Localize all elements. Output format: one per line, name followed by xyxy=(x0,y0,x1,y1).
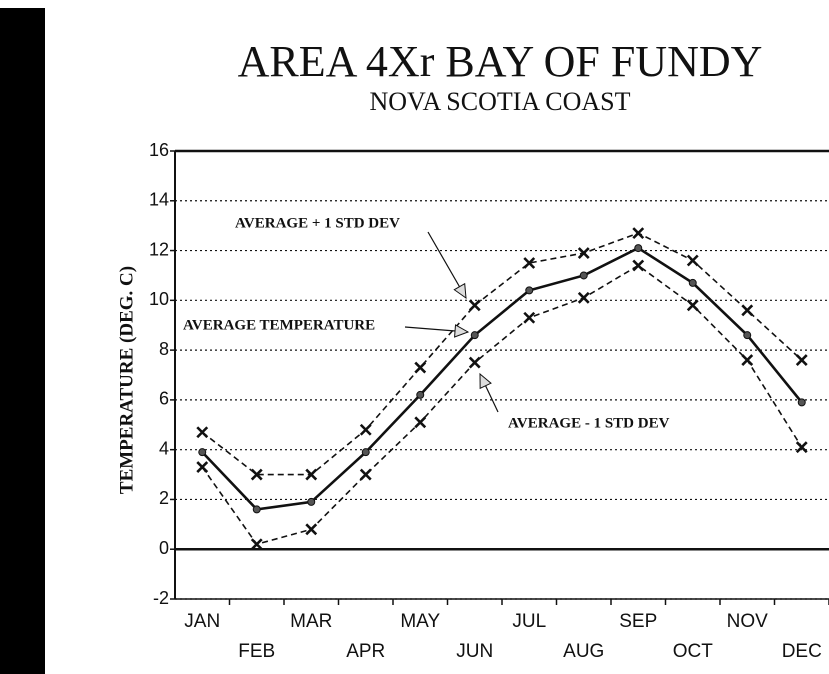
y-tick-label: 14 xyxy=(149,190,169,210)
x-marker xyxy=(577,291,590,304)
x-tick-label: AUG xyxy=(563,641,604,662)
chart-subtitle: NOVA SCOTIA COAST xyxy=(369,87,630,116)
y-tick-label: 2 xyxy=(159,488,169,508)
x-marker xyxy=(414,361,427,374)
chart-title: AREA 4Xr BAY OF FUNDY xyxy=(238,37,763,86)
series-line xyxy=(201,246,803,511)
x-marker xyxy=(305,523,318,536)
y-tick-label: 12 xyxy=(149,239,169,259)
x-marker xyxy=(468,356,481,369)
x-marker xyxy=(632,227,645,240)
x-tick-label: OCT xyxy=(673,641,714,662)
scan-edge xyxy=(0,8,45,674)
point-marker xyxy=(579,271,588,280)
point-marker xyxy=(743,331,752,340)
x-tick-label: JUL xyxy=(512,611,546,632)
y-tick-label: 8 xyxy=(159,339,169,359)
x-tick-label: NOV xyxy=(727,611,769,632)
x-marker xyxy=(250,538,263,551)
point-marker xyxy=(797,398,806,407)
arrow-head xyxy=(479,372,492,390)
y-tick-label: 16 xyxy=(149,140,169,160)
x-marker xyxy=(686,299,699,312)
point-marker xyxy=(525,286,534,295)
x-marker xyxy=(359,468,372,481)
y-tick-label: 10 xyxy=(149,289,169,309)
y-tick-label: 0 xyxy=(159,538,169,558)
point-marker xyxy=(470,331,479,340)
point-marker xyxy=(634,244,643,253)
x-marker xyxy=(523,257,536,269)
series-annotation: AVERAGE TEMPERATURE xyxy=(183,317,375,333)
x-marker xyxy=(686,254,699,267)
y-tick-label: 6 xyxy=(159,389,169,409)
x-tick-label: JAN xyxy=(184,611,220,632)
point-marker xyxy=(688,278,697,287)
series-annotation: AVERAGE - 1 STD DEV xyxy=(508,415,670,431)
x-tick-label: FEB xyxy=(238,641,275,662)
x-marker xyxy=(468,299,481,312)
point-marker xyxy=(252,505,261,514)
x-tick-label: JUN xyxy=(456,641,493,662)
x-tick-label: MAR xyxy=(290,611,332,632)
arrow-head xyxy=(454,324,470,338)
series-line xyxy=(201,264,803,546)
arrow-head xyxy=(453,282,467,300)
x-marker xyxy=(741,304,754,317)
x-marker xyxy=(305,468,318,481)
x-tick-label: APR xyxy=(346,641,385,662)
x-marker xyxy=(250,468,263,481)
series-line xyxy=(201,232,803,476)
point-marker xyxy=(307,497,316,506)
x-marker xyxy=(632,259,645,272)
point-marker xyxy=(198,448,207,457)
x-tick-label: DEC xyxy=(782,641,822,662)
x-tick-label: MAY xyxy=(400,611,440,632)
x-marker xyxy=(196,461,209,474)
x-marker xyxy=(196,426,209,439)
x-marker xyxy=(359,423,372,436)
y-tick-label: -2 xyxy=(153,588,169,608)
x-marker xyxy=(741,354,754,366)
x-marker xyxy=(795,354,808,366)
x-tick-label: SEP xyxy=(619,611,657,632)
x-marker xyxy=(523,311,536,324)
series-annotation: AVERAGE + 1 STD DEV xyxy=(235,215,400,231)
x-marker xyxy=(577,247,590,259)
y-tick-label: 4 xyxy=(159,438,169,458)
x-marker xyxy=(414,416,427,429)
point-marker xyxy=(361,448,370,457)
y-axis-label: TEMPERATURE (DEG. C) xyxy=(116,266,137,494)
point-marker xyxy=(416,390,425,399)
x-marker xyxy=(795,441,808,454)
